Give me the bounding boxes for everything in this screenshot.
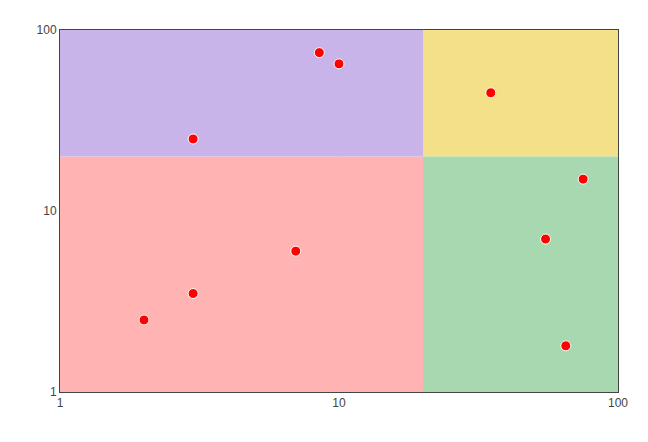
svg-text:1: 1	[50, 385, 57, 399]
svg-text:1: 1	[57, 396, 64, 410]
svg-text:100: 100	[37, 23, 57, 37]
svg-text:100: 100	[608, 396, 628, 410]
svg-text:10: 10	[332, 396, 346, 410]
svg-text:10: 10	[43, 204, 57, 218]
